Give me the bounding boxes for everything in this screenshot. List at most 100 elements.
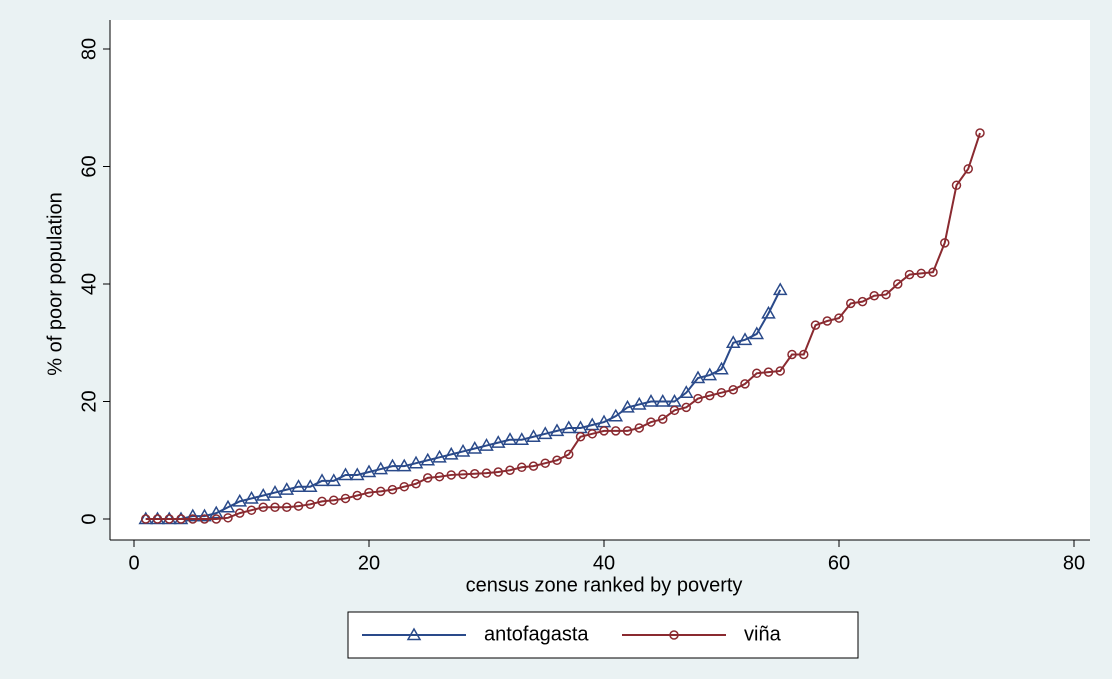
marker: [772, 282, 788, 296]
series-line: [145, 289, 782, 520]
marker: [799, 349, 809, 360]
marker: [329, 495, 339, 505]
marker: [631, 396, 647, 410]
marker: [481, 468, 492, 478]
marker: [951, 180, 962, 191]
marker: [152, 514, 163, 524]
marker: [834, 313, 844, 323]
x-tick-label: 0: [128, 552, 139, 574]
marker: [493, 467, 503, 477]
legend-marker: [406, 627, 422, 641]
marker: [702, 367, 718, 381]
marker: [467, 440, 483, 454]
marker: [385, 458, 400, 472]
marker: [787, 349, 797, 360]
marker: [326, 473, 342, 487]
marker: [752, 368, 762, 379]
marker: [775, 366, 785, 376]
marker: [528, 461, 539, 471]
marker: [622, 426, 633, 436]
marker: [490, 435, 506, 448]
marker: [314, 473, 330, 487]
marker: [693, 393, 703, 404]
marker: [678, 385, 694, 398]
marker: [164, 514, 174, 524]
marker: [822, 316, 832, 326]
marker: [540, 458, 550, 468]
x-axis-title: census zone ranked by poverty: [466, 574, 743, 596]
marker: [716, 387, 727, 398]
marker: [364, 487, 374, 498]
marker: [396, 458, 412, 472]
series-line: [145, 132, 981, 520]
marker: [869, 291, 879, 301]
marker: [199, 514, 210, 524]
marker: [681, 402, 691, 413]
plot-area: [110, 20, 1090, 540]
marker: [514, 432, 530, 445]
marker: [505, 465, 515, 475]
marker: [714, 361, 729, 375]
marker: [232, 493, 248, 507]
marker: [432, 449, 447, 463]
marker: [634, 423, 644, 433]
marker: [904, 269, 915, 280]
marker: [258, 502, 268, 512]
marker: [549, 423, 565, 437]
marker: [293, 501, 304, 511]
marker: [552, 455, 562, 465]
marker: [608, 408, 624, 422]
marker: [220, 499, 236, 513]
marker: [446, 470, 456, 480]
marker: [349, 467, 365, 481]
marker: [502, 432, 518, 445]
marker: [575, 432, 586, 442]
marker: [317, 496, 327, 507]
marker: [399, 481, 409, 492]
x-tick-label: 80: [1063, 552, 1085, 574]
marker: [387, 484, 398, 495]
marker: [963, 164, 973, 174]
marker: [561, 420, 577, 434]
marker: [443, 446, 459, 460]
marker: [176, 514, 186, 524]
marker: [423, 473, 433, 483]
marker: [141, 514, 151, 524]
marker: [728, 385, 738, 395]
marker: [737, 332, 753, 346]
marker: [893, 279, 903, 289]
marker: [587, 429, 597, 439]
marker: [857, 296, 868, 307]
marker: [740, 379, 750, 389]
marker: [302, 479, 318, 492]
marker: [749, 326, 765, 340]
marker: [188, 514, 198, 524]
y-tick-label: 60: [78, 155, 100, 177]
legend-marker: [669, 630, 679, 640]
x-tick-label: 40: [593, 552, 615, 574]
marker: [599, 426, 609, 436]
marker: [338, 467, 353, 481]
marker: [223, 513, 233, 523]
marker: [185, 508, 201, 522]
marker: [211, 514, 221, 524]
marker: [267, 485, 283, 498]
marker: [340, 493, 351, 504]
marker: [246, 505, 257, 515]
marker: [940, 238, 950, 248]
y-axis-title: % of poor population: [44, 192, 66, 375]
y-tick-label: 20: [78, 390, 100, 412]
marker: [643, 393, 659, 407]
marker: [705, 390, 715, 401]
marker: [928, 267, 938, 277]
legend-label: antofagasta: [484, 623, 589, 645]
marker: [244, 490, 259, 504]
marker: [646, 417, 656, 427]
marker: [208, 505, 224, 519]
marker: [411, 479, 421, 489]
marker: [291, 479, 306, 492]
y-tick-label: 0: [78, 513, 100, 524]
marker: [761, 305, 776, 319]
